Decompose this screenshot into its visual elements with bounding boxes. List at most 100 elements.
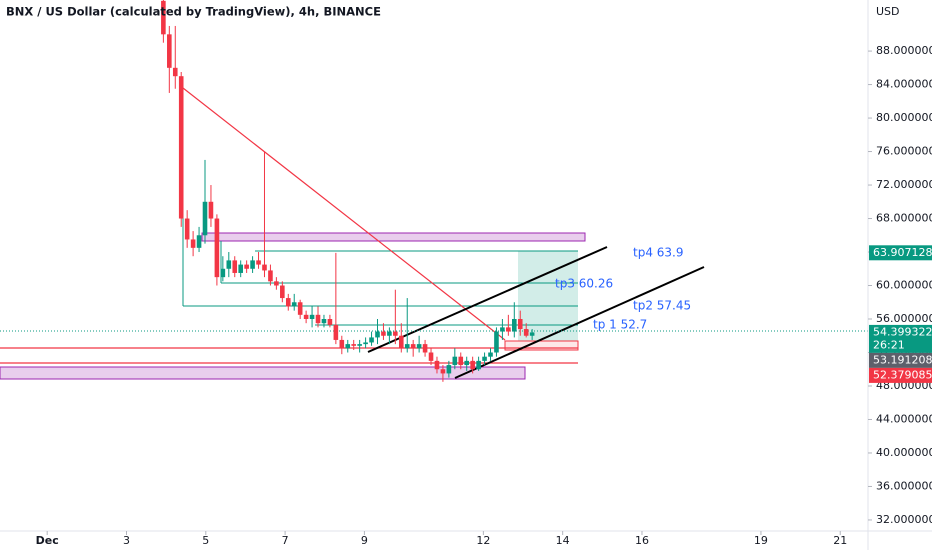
candle-body [285,298,291,307]
stop-zone [504,340,579,351]
candle-body [464,360,470,366]
candle-body [422,344,428,353]
chart-title: BNX / US Dollar (calculated by TradingVi… [6,5,381,19]
candle-body [297,302,303,315]
candle-body [303,314,309,320]
candle-body [172,67,178,77]
candle-body [410,344,416,349]
candle-body [387,331,392,336]
candle-body [404,344,410,349]
candle-body [446,365,452,374]
x-tick-label: 5 [202,534,209,547]
y-tick-label: 68.000000 [876,212,932,225]
price-tag-label: 52.379085 [873,368,932,381]
annotation: tp 1 52.7 [593,318,647,332]
axis-unit: USD [876,5,900,18]
y-tick-label: 40.000000 [876,446,932,459]
candle-body [369,337,374,343]
candle-body [357,344,362,346]
y-tick-label: 36.000000 [876,479,932,492]
candle-body [167,34,172,68]
price-tag [869,245,932,261]
candle-body [452,356,458,366]
y-tick-label: 72.000000 [876,178,932,191]
price-tag-label: 54.399322 [873,325,932,338]
channel-line [367,246,608,353]
candle-body [226,260,232,269]
drawings [0,87,868,380]
candle-body [458,356,464,366]
x-tick-label: 12 [476,534,490,547]
candle-body [202,201,208,236]
price-tag [869,324,932,353]
price-tag-label: 63.907128 [873,246,932,259]
price-tag [869,367,932,383]
candle-body [393,331,398,336]
candle-body [440,369,446,374]
annotation: tp3 60.26 [555,277,613,291]
candle-body [529,332,535,336]
candle-body [327,319,333,325]
candle-body [381,331,386,336]
candle-body [208,201,214,219]
annotation: tp4 63.9 [633,246,684,260]
candle-body [232,260,238,273]
candle-body [190,239,196,248]
candle-body [375,331,380,338]
candle-body [291,302,297,307]
candle-body [214,218,220,278]
target-zone [518,251,578,341]
channel-line [454,266,705,379]
y-tick-label: 60.000000 [876,279,932,292]
x-tick-label: 14 [556,534,570,547]
candle-body [523,329,529,336]
candle-body [434,360,440,370]
x-tick-label: 3 [123,534,130,547]
resistance-zone [201,232,586,242]
candle-body [345,344,351,349]
y-tick-label: 80.000000 [876,111,932,124]
x-tick-label: 19 [754,534,768,547]
candle-body [333,324,339,340]
x-tick-label: 9 [361,534,368,547]
annotation: tp2 57.45 [633,299,691,313]
candle-body [416,344,422,349]
candle-body [184,218,190,240]
x-tick-label: 21 [833,534,847,547]
candle-body [268,270,273,282]
candle-body [506,327,511,332]
trend-line [182,87,506,341]
candle-body [220,268,226,278]
countdown: 26:21 [873,338,905,351]
y-tick-label: 44.000000 [876,412,932,425]
candle-body [280,285,285,299]
candle-body [488,352,493,357]
candle-body [363,342,368,345]
x-tick-label: 16 [635,534,649,547]
candle-body [482,356,487,361]
candle-body [476,360,481,370]
candle-body [511,319,517,332]
x-tick-label: 7 [282,534,289,547]
candle-body [315,314,321,324]
candle-body [339,339,345,349]
candle-body [470,360,475,370]
candle-body [398,335,404,349]
candle-body [238,264,243,273]
support-zone [0,366,526,380]
candle-body [309,314,315,320]
candle-body [244,264,249,269]
candle-body [250,260,255,269]
candle-body [517,319,523,330]
candle-body [161,0,166,35]
candle-body [500,327,505,332]
candle-body [494,331,499,353]
y-tick-label: 32.000000 [876,513,932,526]
candle-body [428,352,434,361]
candle-body [351,344,357,346]
candle-body [178,76,184,219]
candle-body [256,260,261,265]
price-tag [869,352,932,368]
price-tag-label: 53.191208 [873,353,932,366]
